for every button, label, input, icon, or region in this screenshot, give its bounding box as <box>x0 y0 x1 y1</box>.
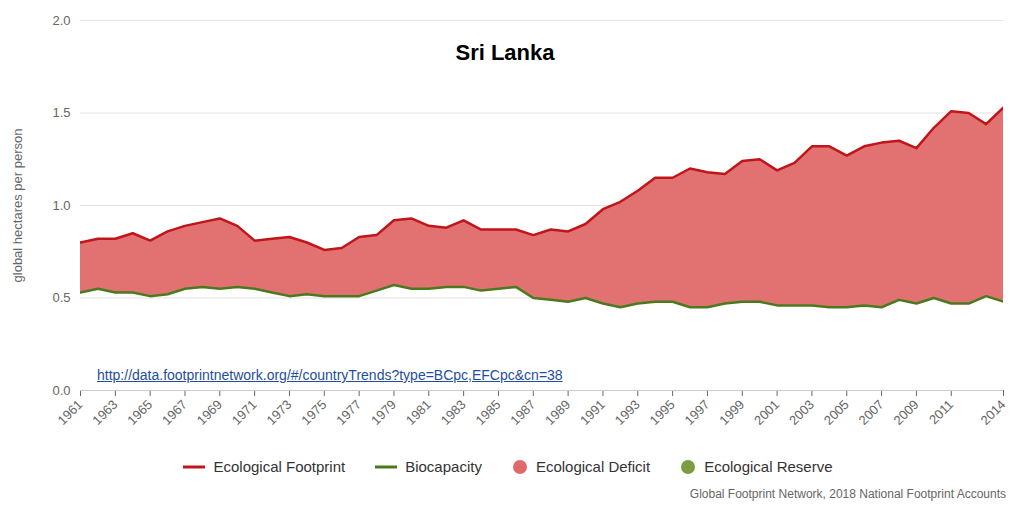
svg-text:1989: 1989 <box>542 397 573 428</box>
html-text:Ecological Footprint: Ecological Footprint <box>213 458 346 475</box>
svg-text:1975: 1975 <box>298 397 329 428</box>
svg-text:1985: 1985 <box>472 397 503 428</box>
svg-text:1967: 1967 <box>159 397 190 428</box>
svg-text:2005: 2005 <box>821 397 852 428</box>
html-text:http://data.footprintnetwork.o: http://data.footprintnetwork.org/#/count… <box>97 367 563 383</box>
svg-text:0.5: 0.5 <box>52 290 70 305</box>
svg-text:2009: 2009 <box>890 397 921 428</box>
svg-text:1963: 1963 <box>89 397 120 428</box>
svg-text:1981: 1981 <box>403 397 434 428</box>
svg-text:1.5: 1.5 <box>52 105 70 120</box>
svg-text:0.0: 0.0 <box>52 383 70 398</box>
html-text:Ecological Reserve: Ecological Reserve <box>704 458 833 475</box>
html-text:Biocapacity: Biocapacity <box>405 458 482 475</box>
svg-text:1979: 1979 <box>368 397 399 428</box>
html-text:Ecological Deficit: Ecological Deficit <box>535 458 651 475</box>
svg-text:1969: 1969 <box>194 397 225 428</box>
svg-text:1983: 1983 <box>438 397 469 428</box>
svg-text:1987: 1987 <box>507 397 538 428</box>
svg-text:2001: 2001 <box>751 397 782 428</box>
svg-text:1961: 1961 <box>55 397 86 428</box>
svg-text:1991: 1991 <box>577 397 608 428</box>
svg-text:1971: 1971 <box>229 397 260 428</box>
svg-text:2007: 2007 <box>856 397 887 428</box>
svg-text:1973: 1973 <box>263 397 294 428</box>
svg-text:2011: 2011 <box>926 397 956 427</box>
svg-text:1997: 1997 <box>681 397 712 428</box>
svg-text:1995: 1995 <box>647 397 678 428</box>
svg-text:1977: 1977 <box>333 397 364 428</box>
svg-text:1993: 1993 <box>612 397 643 428</box>
svg-text:1999: 1999 <box>716 397 747 428</box>
svg-text:2.0: 2.0 <box>52 13 70 28</box>
html-text:Global Footprint Network, 2018: Global Footprint Network, 2018 National … <box>689 487 1006 501</box>
svg-text:1965: 1965 <box>124 397 155 428</box>
svg-text:1.0: 1.0 <box>52 198 70 213</box>
svg-text:global hectares per person: global hectares per person <box>10 129 25 283</box>
svg-text:2003: 2003 <box>786 397 817 428</box>
html-text:Sri Lanka: Sri Lanka <box>455 40 555 65</box>
svg-text:2014: 2014 <box>978 397 1009 428</box>
